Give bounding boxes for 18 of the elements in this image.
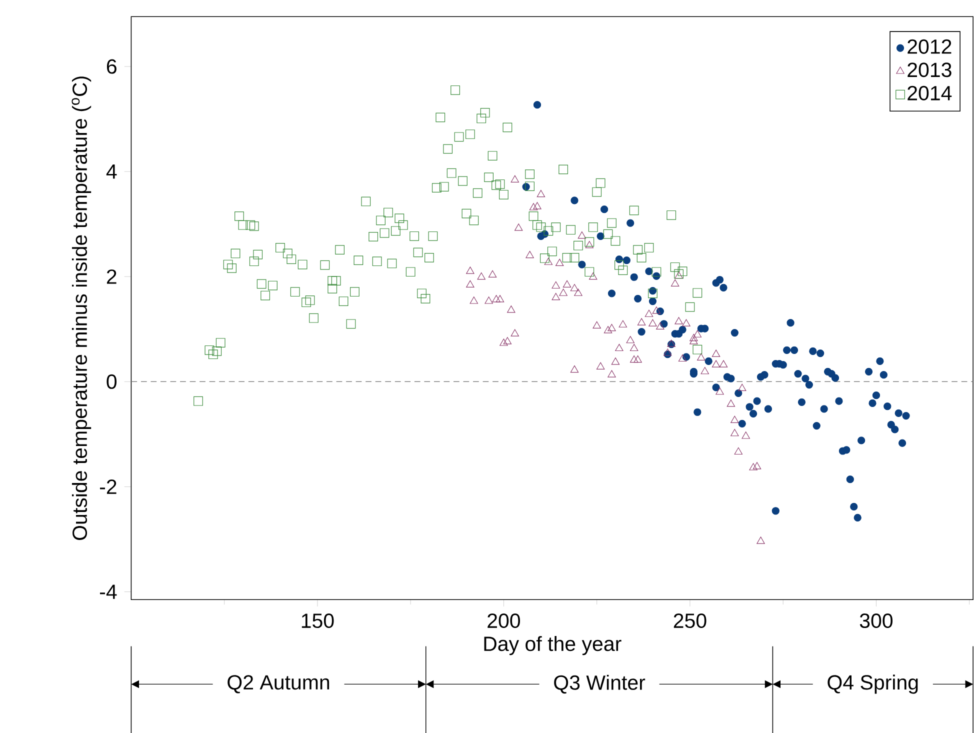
x-tick-label: 300 (860, 613, 893, 628)
y-tick-label: 2 (106, 269, 116, 284)
y-tick-label: 4 (106, 164, 117, 178)
legend-label: 2013 (908, 62, 952, 77)
legend-label: 2012 (908, 39, 952, 54)
x-tick-label: 150 (302, 613, 334, 628)
y-tick-label: -4 (100, 584, 117, 599)
y-tick-label: -2 (100, 479, 116, 494)
text: Q3 Winter (554, 674, 646, 694)
legend-label: 2014 (908, 86, 952, 100)
y-tick-label: 6 (106, 59, 116, 74)
text: Q4 Spring (828, 674, 918, 694)
x-tick-label: 200 (488, 613, 520, 628)
text: Q2 Autumn (228, 674, 330, 694)
y-axis-title: Outside temperature minus inside temperature ($^{o}$C) (72, 76, 92, 540)
y-tick-label: 0 (106, 374, 117, 389)
x-axis-title: Day of the year (484, 636, 622, 655)
x-tick-label: 250 (674, 613, 706, 628)
